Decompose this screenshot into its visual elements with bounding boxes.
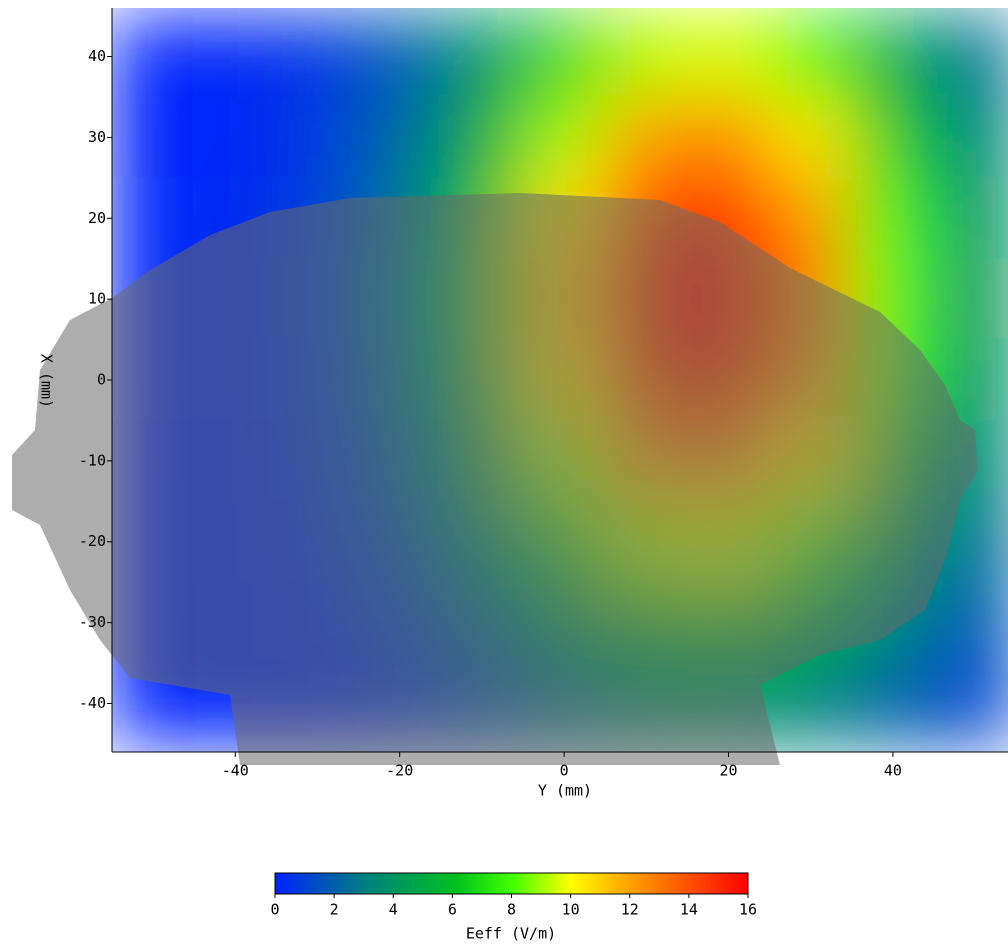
x-tick-label: 20 (719, 762, 737, 780)
heat-cell (933, 257, 1008, 341)
heat-cell (604, 15, 689, 98)
heat-cell (933, 176, 1008, 260)
heat-cell (768, 15, 853, 98)
heat-cell (193, 95, 278, 179)
heat-cell (604, 95, 689, 179)
heat-cell (112, 15, 196, 98)
y-tick-label: -30 (79, 613, 106, 631)
colorbar-label: Eeff (V/m) (466, 925, 556, 943)
x-tick-label: -20 (386, 762, 413, 780)
heat-cell (686, 95, 771, 179)
colorbar-tick-label: 6 (448, 901, 457, 919)
heat-cell (850, 95, 936, 179)
heat-cell (522, 15, 607, 98)
x-tick-label: 40 (884, 762, 902, 780)
heat-cell (850, 15, 936, 98)
colorbar-tick-label: 4 (389, 901, 398, 919)
heat-cell (439, 95, 525, 179)
heat-cell (275, 15, 360, 98)
heat-cell (933, 15, 1008, 98)
heat-cell (933, 95, 1008, 179)
phantom-overlay (12, 193, 978, 765)
y-tick-label: -20 (79, 532, 106, 550)
heat-cell (686, 15, 771, 98)
colorbar-tick-label: 12 (621, 901, 639, 919)
heat-cell (768, 95, 853, 179)
heat-cell (850, 662, 936, 745)
heat-cell (768, 176, 853, 260)
heat-cell (933, 662, 1008, 745)
heat-cell (357, 95, 442, 179)
heat-cell (933, 581, 1008, 665)
y-tick-label: 10 (88, 290, 106, 308)
heat-cell (112, 176, 196, 260)
y-tick-label: 30 (88, 128, 106, 146)
x-tick-label: 0 (560, 762, 569, 780)
y-tick-label: 0 (97, 371, 106, 389)
heat-cell (112, 95, 196, 179)
x-axis-label: Y (mm) (538, 782, 592, 800)
heat-cell (850, 176, 936, 260)
y-axis-label: X (mm) (38, 354, 56, 408)
colorbar-tick-label: 10 (562, 901, 580, 919)
heat-cell (439, 15, 525, 98)
y-tick-label: -10 (79, 451, 106, 469)
heat-cell (275, 95, 360, 179)
y-tick-label: -40 (79, 694, 106, 712)
colorbar-tick-label: 0 (270, 901, 279, 919)
colorbar-tick-label: 8 (507, 901, 516, 919)
heat-cell (522, 95, 607, 179)
colorbar-tick-label: 14 (680, 901, 698, 919)
colorbar (274, 872, 749, 895)
y-tick-label: 20 (88, 209, 106, 227)
x-tick-label: -40 (222, 762, 249, 780)
colorbar-tick-label: 2 (330, 901, 339, 919)
heat-cell (768, 662, 853, 745)
y-tick-label: 40 (88, 47, 106, 65)
heat-cell (193, 15, 278, 98)
colorbar-tick-label: 16 (739, 901, 757, 919)
heat-cell (357, 15, 442, 98)
